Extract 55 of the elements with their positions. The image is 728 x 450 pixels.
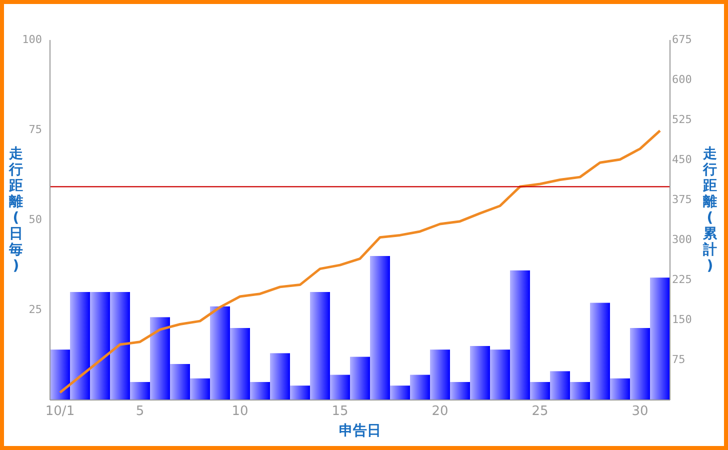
bar [510, 270, 530, 400]
y2-tick-label: 150 [672, 313, 692, 326]
bar [110, 292, 130, 400]
x-tick-label: 20 [432, 404, 448, 419]
bar [230, 328, 250, 400]
x-tick-label: 5 [136, 404, 144, 419]
bar [130, 382, 150, 400]
y-axis-title: 走行距離(日毎) [8, 146, 23, 274]
bar [50, 350, 70, 400]
bar [310, 292, 330, 400]
bar [550, 371, 570, 400]
bar [610, 378, 630, 400]
bar [370, 256, 390, 400]
y-tick-label: 50 [28, 213, 42, 226]
y2-tick-label: 225 [672, 273, 692, 286]
y2-tick-label: 675 [672, 33, 692, 46]
y2-tick-label: 525 [672, 113, 692, 126]
bar [90, 292, 110, 400]
bar [290, 386, 310, 400]
bar [210, 306, 230, 400]
x-axis-title: 申告日 [339, 423, 381, 439]
y2-tick-label: 600 [672, 73, 692, 86]
bar [450, 382, 470, 400]
bar [330, 374, 350, 400]
bar [250, 382, 270, 400]
y2-axis-title: 走行距離(累計) [702, 146, 718, 274]
x-tick-label: 30 [632, 404, 648, 419]
bar [470, 346, 490, 400]
y2-tick-label: 375 [672, 193, 692, 206]
y-tick-label: 100 [22, 33, 42, 46]
bar [490, 350, 510, 400]
x-tick-label: 15 [332, 404, 348, 419]
y2-tick-label: 450 [672, 153, 692, 166]
y-tick-label: 25 [28, 303, 42, 316]
bar [430, 350, 450, 400]
bar [190, 378, 210, 400]
bar [530, 382, 550, 400]
bar [410, 374, 430, 400]
bar [590, 302, 610, 400]
y2-tick-label: 75 [672, 353, 686, 366]
line-series [58, 129, 662, 394]
bar [650, 278, 670, 400]
x-tick-label: 10/1 [45, 404, 75, 419]
y-tick-label: 75 [28, 123, 42, 136]
bar [150, 317, 170, 400]
bar [170, 364, 190, 400]
x-tick-label: 25 [532, 404, 548, 419]
bar [270, 353, 290, 400]
bar [630, 328, 650, 400]
bar [70, 292, 90, 400]
x-tick-label: 10 [232, 404, 248, 419]
bar [570, 382, 590, 400]
bar [390, 386, 410, 400]
bar [350, 356, 370, 400]
y2-tick-label: 300 [672, 233, 692, 246]
